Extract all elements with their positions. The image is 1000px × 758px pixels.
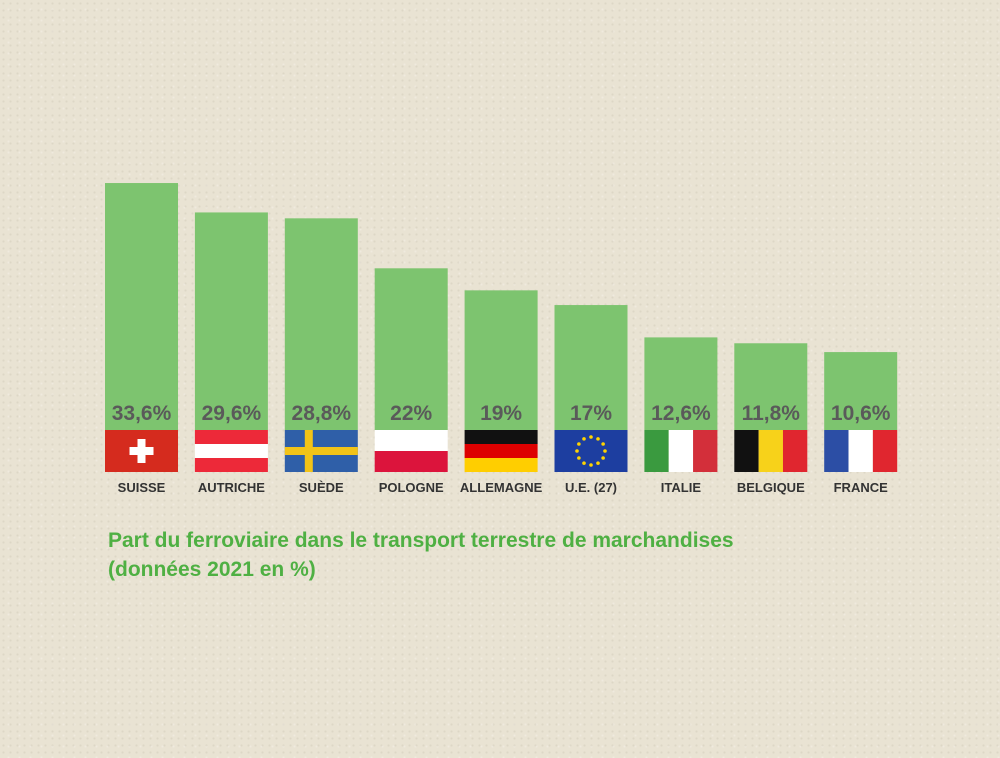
flag-part — [374, 451, 448, 472]
eu-star — [575, 449, 579, 453]
flag-part — [194, 444, 268, 458]
bar-group: 22% POLOGNE — [374, 268, 448, 495]
eu-star — [582, 461, 586, 465]
category-label: AUTRICHE — [198, 480, 265, 495]
value-label: 22% — [390, 402, 432, 425]
poland-flag-icon — [374, 430, 448, 472]
bar-group: 29,6% AUTRICHE — [194, 212, 268, 495]
flag-part — [464, 430, 538, 444]
france-flag-icon — [824, 430, 898, 472]
eu-star — [596, 461, 600, 465]
value-label: 10,6% — [831, 402, 891, 425]
eu-star — [603, 449, 607, 453]
value-label: 12,6% — [651, 402, 711, 425]
value-label: 28,8% — [292, 402, 352, 425]
flag-part — [374, 430, 448, 451]
bar — [824, 352, 898, 430]
bar — [194, 212, 268, 430]
category-label: ITALIE — [661, 480, 702, 495]
bar — [374, 268, 448, 430]
bar-group: 33,6% SUISSE — [105, 183, 178, 495]
eu-flag-icon — [554, 430, 628, 472]
eu-star — [596, 437, 600, 441]
sweden-flag-icon — [284, 430, 358, 472]
italy-flag-icon — [644, 430, 718, 472]
flag-part — [464, 444, 538, 458]
bar-group: 12,6% ITALIE — [644, 337, 718, 495]
category-label: POLOGNE — [379, 480, 444, 495]
eu-star — [601, 456, 605, 460]
flag-part — [464, 458, 538, 472]
eu-star — [589, 463, 593, 467]
category-label: ALLEMAGNE — [460, 480, 543, 495]
bar-group: 10,6% FRANCE — [824, 352, 898, 495]
flag-part — [129, 447, 154, 455]
category-label: U.E. (27) — [565, 480, 617, 495]
flag-part — [848, 430, 873, 472]
flag-part — [644, 430, 669, 472]
eu-star — [577, 442, 581, 446]
category-label: FRANCE — [834, 480, 888, 495]
flag-part — [284, 447, 358, 455]
value-label: 19% — [480, 402, 522, 425]
flag-part — [782, 430, 808, 472]
bar — [734, 343, 808, 430]
value-label: 11,8% — [742, 402, 801, 425]
flag-part — [668, 430, 694, 472]
bar — [554, 305, 628, 430]
flag-part — [824, 430, 849, 472]
value-label: 33,6% — [112, 402, 172, 425]
bar-group: 17% U.E. (27) — [554, 305, 628, 495]
bar — [644, 337, 718, 430]
flag-part — [194, 430, 268, 444]
bar — [284, 218, 358, 430]
switzerland-flag-icon — [105, 430, 178, 472]
flag-part — [734, 430, 759, 472]
chart-subtitle: (données 2021 en %) — [108, 558, 316, 581]
category-label: SUÈDE — [299, 480, 344, 495]
value-label: 29,6% — [202, 402, 262, 425]
bar-group: 28,8% SUÈDE — [284, 218, 358, 495]
eu-star — [589, 435, 593, 439]
flag-part — [872, 430, 898, 472]
value-label: 17% — [570, 402, 612, 425]
chart-caption: Part du ferroviaire dans le transport te… — [108, 526, 928, 584]
bar — [105, 183, 178, 430]
austria-flag-icon — [194, 430, 268, 472]
bar-group: 11,8% BELGIQUE — [734, 343, 808, 495]
eu-star — [601, 442, 605, 446]
eu-star — [577, 456, 581, 460]
belgium-flag-icon — [734, 430, 808, 472]
bar-chart: 33,6% SUISSE 29,6% AUTRICHE 28,8% SUÈDE 22% POL… — [105, 183, 898, 495]
eu-star — [582, 437, 586, 441]
chart-title: Part du ferroviaire dans le transport te… — [108, 529, 734, 552]
bar-group: 19% ALLEMAGNE — [460, 290, 543, 495]
category-label: SUISSE — [118, 480, 166, 495]
category-label: BELGIQUE — [737, 480, 805, 495]
flag-part — [758, 430, 783, 472]
flag-part — [194, 458, 268, 472]
flag-part — [693, 430, 718, 472]
germany-flag-icon — [464, 430, 538, 472]
bar — [464, 290, 538, 430]
